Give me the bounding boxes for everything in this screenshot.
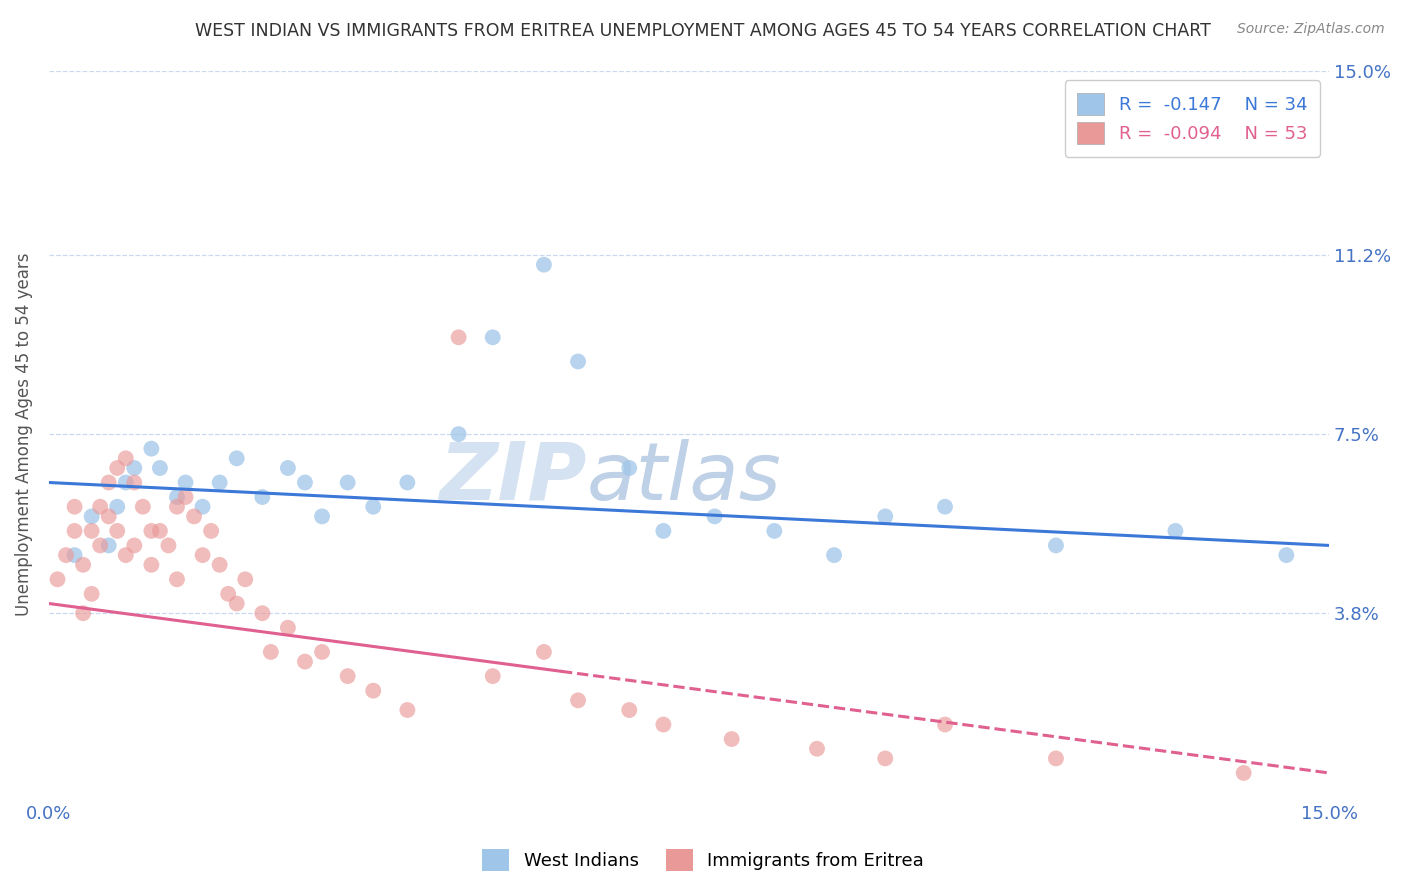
Point bbox=[652, 717, 675, 731]
Point bbox=[875, 751, 897, 765]
Point bbox=[89, 538, 111, 552]
Point bbox=[97, 475, 120, 490]
Point bbox=[396, 475, 419, 490]
Point bbox=[703, 509, 725, 524]
Point bbox=[80, 509, 103, 524]
Point bbox=[619, 461, 641, 475]
Point bbox=[124, 475, 146, 490]
Point bbox=[124, 538, 146, 552]
Point bbox=[217, 587, 239, 601]
Point bbox=[97, 509, 120, 524]
Point bbox=[252, 490, 274, 504]
Point bbox=[823, 548, 845, 562]
Point bbox=[311, 645, 333, 659]
Point bbox=[141, 558, 163, 572]
Point bbox=[311, 509, 333, 524]
Point bbox=[481, 669, 503, 683]
Point bbox=[114, 451, 136, 466]
Point bbox=[55, 548, 77, 562]
Point bbox=[1045, 538, 1067, 552]
Point bbox=[361, 683, 384, 698]
Point bbox=[652, 524, 675, 538]
Point bbox=[1275, 548, 1298, 562]
Point bbox=[183, 509, 205, 524]
Point bbox=[63, 524, 86, 538]
Point bbox=[105, 524, 128, 538]
Point bbox=[619, 703, 641, 717]
Point bbox=[875, 509, 897, 524]
Point bbox=[225, 451, 247, 466]
Point bbox=[72, 606, 94, 620]
Point bbox=[208, 558, 231, 572]
Point bbox=[174, 475, 197, 490]
Point bbox=[277, 461, 299, 475]
Point bbox=[260, 645, 283, 659]
Text: WEST INDIAN VS IMMIGRANTS FROM ERITREA UNEMPLOYMENT AMONG AGES 45 TO 54 YEARS CO: WEST INDIAN VS IMMIGRANTS FROM ERITREA U… bbox=[195, 22, 1211, 40]
Point bbox=[191, 548, 214, 562]
Point bbox=[720, 732, 742, 747]
Text: Source: ZipAtlas.com: Source: ZipAtlas.com bbox=[1237, 22, 1385, 37]
Point bbox=[567, 693, 589, 707]
Point bbox=[277, 621, 299, 635]
Point bbox=[336, 475, 359, 490]
Point bbox=[361, 500, 384, 514]
Point bbox=[114, 475, 136, 490]
Point bbox=[1233, 766, 1256, 780]
Point bbox=[63, 500, 86, 514]
Point bbox=[336, 669, 359, 683]
Legend: West Indians, Immigrants from Eritrea: West Indians, Immigrants from Eritrea bbox=[475, 842, 931, 879]
Point bbox=[533, 258, 555, 272]
Point bbox=[533, 645, 555, 659]
Point bbox=[46, 572, 69, 586]
Point bbox=[89, 500, 111, 514]
Point bbox=[294, 475, 316, 490]
Point bbox=[447, 427, 470, 442]
Point bbox=[1045, 751, 1067, 765]
Point bbox=[1164, 524, 1187, 538]
Point bbox=[396, 703, 419, 717]
Point bbox=[934, 717, 956, 731]
Y-axis label: Unemployment Among Ages 45 to 54 years: Unemployment Among Ages 45 to 54 years bbox=[15, 252, 32, 615]
Point bbox=[252, 606, 274, 620]
Legend: R =  -0.147    N = 34, R =  -0.094    N = 53: R = -0.147 N = 34, R = -0.094 N = 53 bbox=[1064, 80, 1320, 157]
Point bbox=[105, 500, 128, 514]
Point bbox=[481, 330, 503, 344]
Point bbox=[294, 655, 316, 669]
Text: ZIP: ZIP bbox=[439, 439, 586, 516]
Point bbox=[200, 524, 222, 538]
Point bbox=[80, 587, 103, 601]
Point bbox=[80, 524, 103, 538]
Point bbox=[72, 558, 94, 572]
Point bbox=[141, 524, 163, 538]
Point bbox=[567, 354, 589, 368]
Point bbox=[233, 572, 256, 586]
Point bbox=[132, 500, 155, 514]
Point bbox=[63, 548, 86, 562]
Point bbox=[447, 330, 470, 344]
Point bbox=[166, 490, 188, 504]
Point bbox=[105, 461, 128, 475]
Point bbox=[225, 597, 247, 611]
Text: atlas: atlas bbox=[586, 439, 782, 516]
Point bbox=[191, 500, 214, 514]
Point bbox=[114, 548, 136, 562]
Point bbox=[806, 741, 828, 756]
Point bbox=[141, 442, 163, 456]
Point bbox=[166, 500, 188, 514]
Point bbox=[934, 500, 956, 514]
Point bbox=[97, 538, 120, 552]
Point bbox=[124, 461, 146, 475]
Point bbox=[149, 461, 172, 475]
Point bbox=[149, 524, 172, 538]
Point bbox=[208, 475, 231, 490]
Point bbox=[166, 572, 188, 586]
Point bbox=[763, 524, 786, 538]
Point bbox=[174, 490, 197, 504]
Point bbox=[157, 538, 180, 552]
